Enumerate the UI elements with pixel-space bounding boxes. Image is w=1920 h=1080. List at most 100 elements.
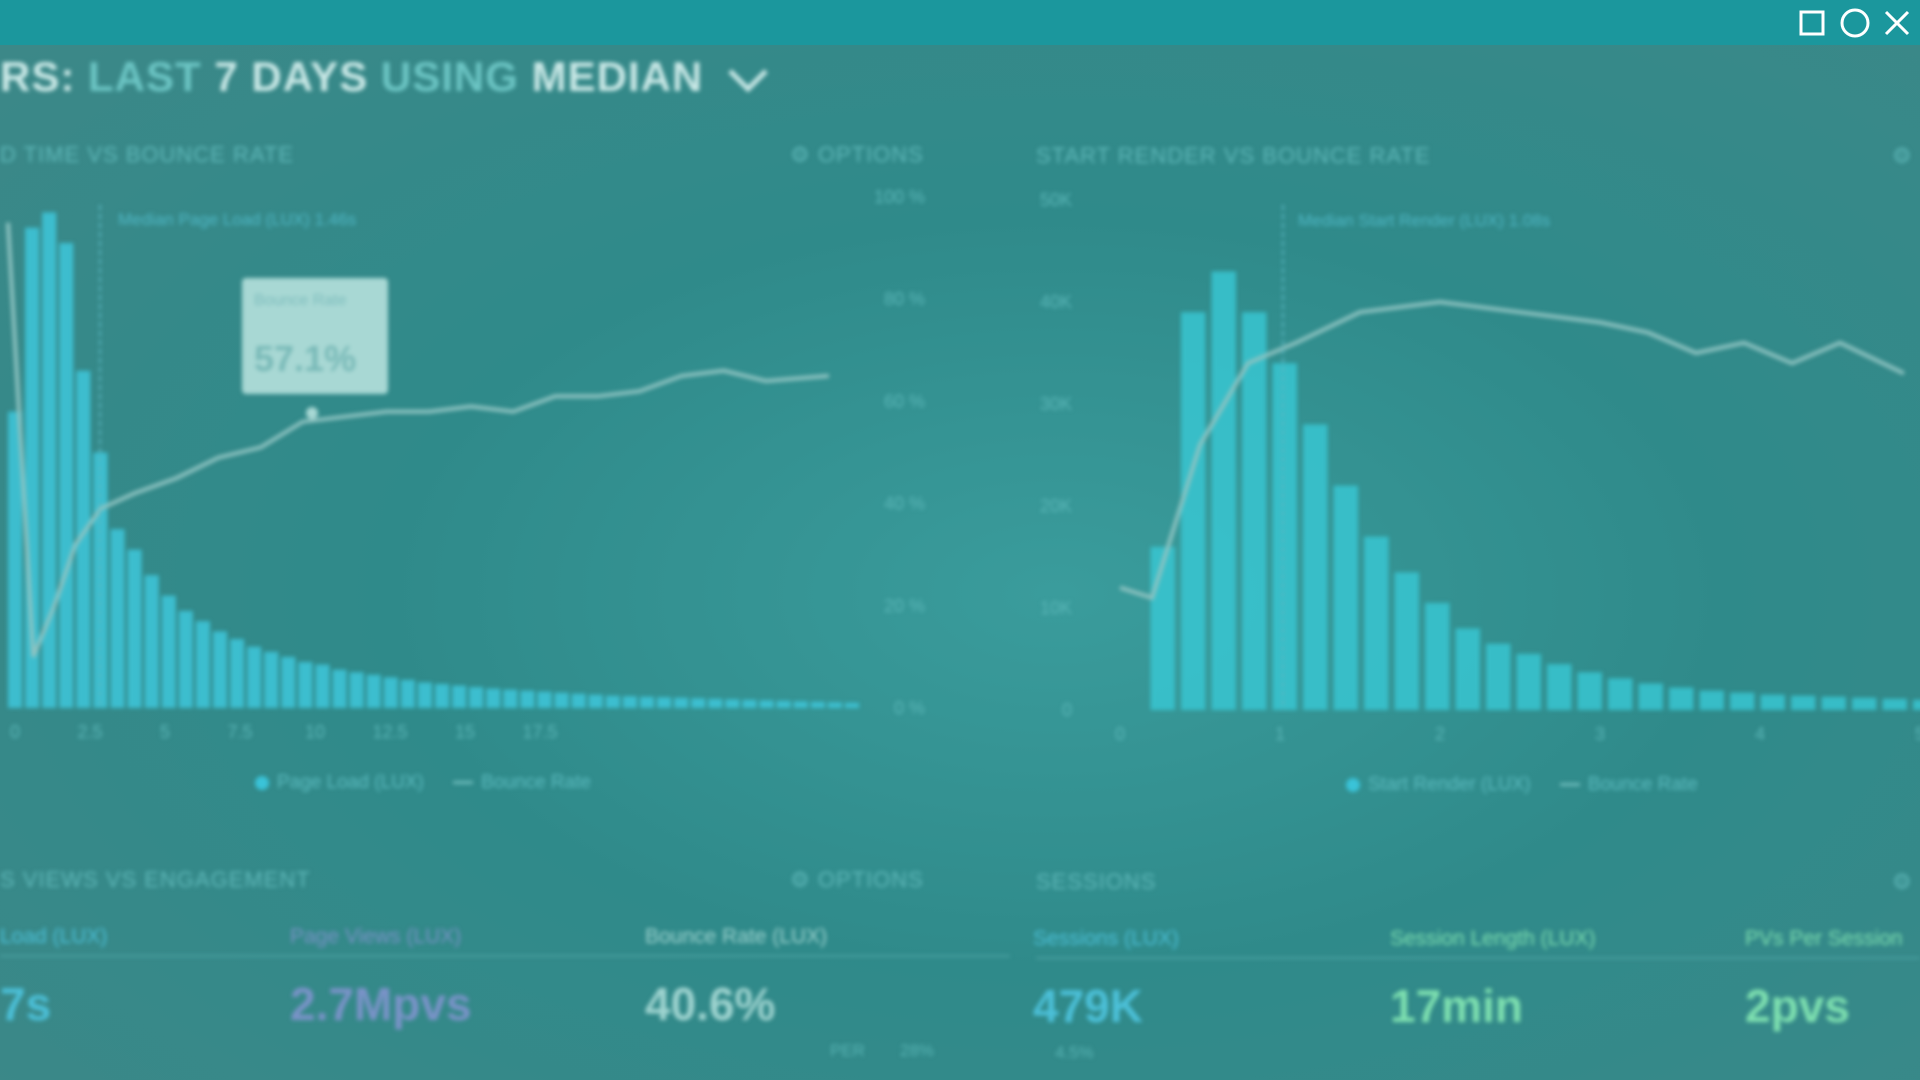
- chart-bar: [59, 242, 74, 709]
- chart-bar: [1760, 694, 1785, 710]
- footnote: 4.5%: [1055, 1043, 1094, 1062]
- metric-label: Sessions (LUX): [1033, 927, 1179, 950]
- chart-bar: [76, 370, 91, 708]
- chart-bar: [520, 690, 535, 708]
- tooltip-label: Bounce Rate: [254, 292, 347, 309]
- legend-bar-swatch: [1346, 777, 1360, 792]
- chart-bar: [332, 669, 347, 708]
- x-tick-label: 5: [1915, 724, 1920, 744]
- legend-item-page-load[interactable]: Page Load (LUX): [277, 772, 424, 793]
- x-tick-label: 4: [1755, 724, 1765, 744]
- left-options-button[interactable]: ⚙ OPTIONS: [790, 142, 924, 167]
- chart-bar: [1211, 271, 1236, 710]
- metric-value: 2pvs: [1745, 980, 1850, 1032]
- metric-label: Bounce Rate (LUX): [645, 925, 828, 948]
- median-annotation: Median Page Load (LUX) 1.46s: [118, 210, 356, 229]
- chart-bar: [1150, 546, 1175, 710]
- right-options-icon[interactable]: ⚙: [1892, 143, 1913, 168]
- chart-bar: [622, 696, 637, 708]
- y-tick-label: 20 %: [884, 596, 925, 616]
- chart-bar: [230, 639, 245, 708]
- page-title: RS: LAST 7 DAYS USING MEDIAN: [0, 53, 770, 101]
- chart-bar: [400, 679, 415, 708]
- y-tick-label: 10K: [1040, 598, 1072, 618]
- chart-bar: [1486, 643, 1511, 710]
- chart-bar: [1913, 699, 1920, 710]
- chart-bar: [759, 700, 774, 708]
- metric-label: PVs Per Session: [1745, 927, 1903, 950]
- chart-bar: [1516, 653, 1541, 710]
- chart-bar: [1303, 424, 1328, 710]
- bounce-rate-tooltip: Bounce Rate 57.1%: [242, 278, 388, 394]
- bottom-options-button[interactable]: ⚙ OPTIONS: [790, 867, 924, 892]
- tooltip-value: 57.1%: [254, 338, 357, 379]
- y-tick-label: 30K: [1040, 394, 1072, 414]
- chart-bar: [42, 212, 57, 708]
- chart-bar: [1455, 628, 1480, 710]
- chart-bar: [452, 685, 467, 708]
- chart-bar: [554, 692, 569, 708]
- options-label: OPTIONS: [817, 142, 924, 167]
- y-tick-label: 0: [1062, 700, 1072, 720]
- chart-bar: [417, 682, 432, 708]
- circle-icon: [1840, 8, 1870, 38]
- chart-bar: [1181, 312, 1206, 710]
- metric-label: Page Views (LUX): [290, 925, 462, 948]
- tooltip-point: [306, 407, 318, 419]
- chart-bar: [793, 701, 808, 708]
- restore-button[interactable]: [1836, 4, 1874, 42]
- chart-bar: [1577, 672, 1602, 710]
- chart-bar: [691, 698, 706, 708]
- chart-bar: [1547, 664, 1572, 710]
- chart-bar: [1638, 683, 1663, 710]
- divider: [1036, 957, 1920, 959]
- chart-bar: [657, 697, 672, 708]
- legend-item-bounce-rate[interactable]: Bounce Rate: [1587, 774, 1698, 795]
- chart-bar: [1852, 697, 1877, 710]
- median-annotation: Median Start Render (LUX) 1.08s: [1298, 211, 1550, 230]
- chart-bar: [349, 672, 364, 708]
- bottom-right-options-icon[interactable]: ⚙: [1892, 869, 1913, 894]
- bottom-right-title: SESSIONS: [1036, 869, 1157, 894]
- legend-item-start-render[interactable]: Start Render (LUX): [1368, 774, 1531, 795]
- chart-bar: [1364, 536, 1389, 710]
- y-tick-label: 0 %: [894, 698, 925, 718]
- chart-bar: [588, 694, 603, 708]
- chevron-down-icon[interactable]: [726, 65, 770, 95]
- y-tick-label: 40K: [1040, 292, 1072, 312]
- metric-value: 17min: [1390, 980, 1523, 1032]
- legend-bar-swatch: [255, 775, 269, 790]
- x-tick-label: 10: [305, 722, 325, 742]
- chart-bar: [1394, 572, 1419, 710]
- chart-bar: [264, 651, 279, 708]
- chart-bar: [195, 621, 210, 708]
- series-line-bounce-rate: [6, 222, 830, 658]
- chart-bar: [844, 702, 859, 708]
- close-button[interactable]: [1878, 4, 1916, 42]
- chart-bar: [1333, 485, 1358, 710]
- x-tick-label: 7.5: [227, 722, 252, 742]
- y-tick-label: 20K: [1040, 496, 1072, 516]
- legend-item-bounce-rate[interactable]: Bounce Rate: [481, 772, 591, 793]
- footnote: PER: [830, 1041, 865, 1060]
- footnote: 28%: [900, 1041, 935, 1060]
- left-legend: Page Load (LUX) Bounce Rate: [255, 772, 591, 794]
- x-tick-label: 1: [1275, 724, 1285, 744]
- maximize-button[interactable]: [1793, 4, 1831, 42]
- chart-bar: [127, 549, 142, 708]
- chart-bar: [366, 674, 381, 708]
- chart-bar: [1242, 312, 1267, 710]
- chart-bar: [178, 610, 193, 708]
- chart-bar: [725, 699, 740, 708]
- chart-bar: [503, 689, 518, 708]
- chart-bar: [537, 691, 552, 708]
- metric-label: Session Length (LUX): [1390, 927, 1596, 950]
- chart-bar: [247, 646, 262, 708]
- heading-aggregate[interactable]: MEDIAN: [531, 53, 704, 100]
- left-panel-title: D TIME VS BOUNCE RATE: [0, 142, 295, 167]
- chart-bar: [212, 631, 228, 708]
- chart-bar: [810, 701, 825, 708]
- chart-bar: [605, 695, 620, 708]
- chart-bar: [144, 575, 159, 708]
- heading-period[interactable]: 7 DAYS: [214, 53, 369, 100]
